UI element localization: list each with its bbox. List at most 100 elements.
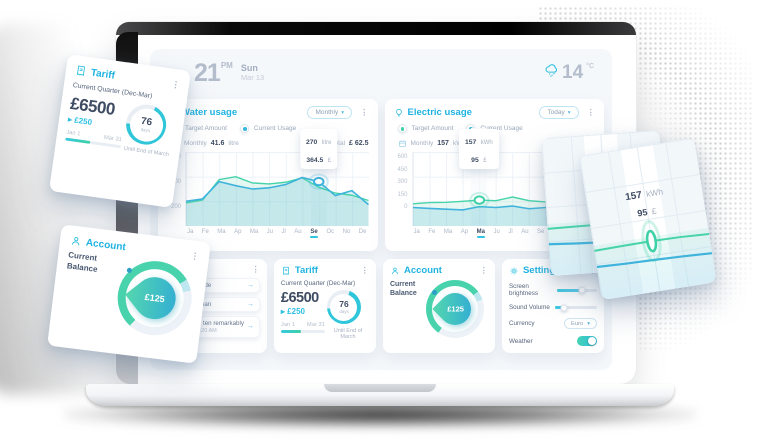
month-label[interactable]: Fe — [428, 229, 436, 235]
y-axis-tick: 0 — [404, 204, 408, 210]
month-label[interactable]: Jl — [281, 229, 286, 235]
arrow-right-icon: → — [246, 281, 254, 289]
tariff-progress-bar — [280, 330, 325, 333]
tariff-start-date: Jan 1 — [280, 322, 296, 328]
tariff-body: £6500 ▸ £250 Jan 1 Mar 31 76 days — [280, 290, 369, 340]
settings-label: Currency — [508, 320, 535, 327]
weather-toggle[interactable] — [577, 336, 598, 346]
tariff-end-date: Mar 31 — [103, 134, 123, 144]
settings-row: Sound Volume — [509, 304, 598, 311]
electric-range-select[interactable]: Today ▾ — [539, 106, 579, 119]
month-label[interactable]: Ja — [187, 229, 194, 235]
screen-brightness-slider[interactable] — [557, 286, 598, 294]
target-amount-radio[interactable] — [397, 124, 407, 133]
more-menu-icon[interactable]: ⋮ — [360, 107, 369, 118]
month-label[interactable]: Ju — [266, 229, 273, 235]
lightbulb-icon — [394, 108, 404, 118]
date-block: Sun Mar 13 — [241, 61, 264, 82]
month-label[interactable]: Fe — [201, 229, 209, 235]
month-label[interactable]: Jl — [508, 229, 513, 235]
tariff-subtitle: Current Quarter (Dec-Mar) — [280, 280, 356, 287]
weather-widget: 14 °C — [544, 61, 594, 82]
month-label[interactable]: Au — [294, 229, 302, 235]
more-menu-icon[interactable]: ⋮ — [251, 264, 260, 274]
water-range-select[interactable]: Monthly ▾ — [307, 106, 352, 119]
water-legend: Target Amount Current Usage — [171, 124, 369, 133]
tariff-footnote: Until End of March — [333, 328, 363, 340]
water-tooltip: 270 litre 364.5 £ — [299, 129, 338, 169]
settings-row: Screen brightness — [508, 283, 598, 297]
rain-cloud-icon — [544, 63, 559, 78]
month-label[interactable]: Ap — [234, 229, 242, 235]
settings-label: Weather — [508, 337, 533, 345]
laptop-base — [86, 384, 674, 406]
fragment-line-chart — [579, 138, 716, 300]
clock: 21PM — [194, 61, 233, 86]
month-label[interactable]: Ju — [493, 229, 500, 235]
current-usage-radio[interactable] — [239, 124, 249, 133]
laptop-notch — [324, 384, 436, 392]
month-label[interactable]: No — [342, 229, 351, 235]
account-card-title: Account — [85, 236, 127, 253]
balance-gauge: £125 — [425, 280, 484, 338]
month-label[interactable]: Ma — [249, 229, 259, 235]
floating-chart-fragment-front: 157 kWh 95 £ — [579, 137, 717, 301]
electric-card-title: Electric usage — [407, 107, 472, 118]
target-amount-label: Target Amount — [411, 125, 454, 132]
tariff-start-date: Jan 1 — [65, 129, 81, 138]
tariff-dates: Jan 1 Mar 31 — [281, 322, 325, 328]
account-card-title: Account — [403, 265, 442, 276]
current-usage-label: Current Usage — [480, 125, 523, 132]
water-card-header: Water usage Monthly ▾ ⋮ — [167, 106, 369, 119]
gauge-handle[interactable] — [431, 290, 437, 295]
water-card-title: Water usage — [181, 107, 238, 118]
person-icon — [390, 266, 400, 276]
tariff-delta: ▸ £250 — [280, 307, 305, 316]
month-label[interactable]: Oc — [326, 229, 335, 235]
month-label[interactable]: Ma — [443, 229, 453, 235]
more-menu-icon[interactable]: ⋮ — [586, 107, 596, 118]
balance-value: £125 — [144, 291, 166, 305]
more-menu-icon[interactable]: ⋮ — [360, 265, 369, 276]
water-line-chart — [186, 152, 369, 226]
more-menu-icon[interactable]: ⋮ — [170, 78, 181, 90]
current-usage-label: Current Usage — [253, 125, 297, 132]
fragment-plot — [579, 138, 716, 300]
month-label[interactable]: Se — [310, 229, 319, 238]
currency-select[interactable]: Euro ▾ — [564, 318, 598, 329]
water-x-axis: Ja Fe Ma Ap Ma Ju Jl Au Se Oc No De — [185, 226, 369, 238]
month-label[interactable]: Ma — [477, 229, 485, 238]
chevron-down-icon: ▾ — [567, 109, 571, 116]
monthly-unit: litre — [228, 139, 239, 147]
more-menu-icon[interactable]: ⋮ — [190, 250, 200, 261]
balance-label: Current Balance — [389, 281, 417, 298]
month-label[interactable]: Ja — [413, 229, 420, 235]
month-label[interactable]: De — [358, 229, 367, 235]
y-axis-tick: 300 — [170, 179, 181, 185]
sound-volume-slider[interactable] — [555, 304, 598, 311]
messages-card-header: ⋮ — [165, 265, 260, 274]
electric-card-header: Electric usage Today ▾ ⋮ — [394, 106, 596, 119]
water-chart[interactable]: 400300200 — [167, 128, 369, 238]
monthly-label: Monthly — [410, 139, 434, 147]
receipt-icon — [281, 266, 291, 276]
settings-label: Screen brightness — [508, 283, 539, 297]
laptop-display: 21PM Sun Mar 13 14 °C — [138, 35, 624, 376]
month-label[interactable]: Ap — [460, 229, 469, 235]
tariff-end-date: Mar 31 — [306, 322, 325, 328]
water-stat-row: Monthly 41.6 litre Total £ 62.5 — [171, 138, 369, 148]
month-label[interactable]: Au — [521, 229, 529, 235]
gauge-handle[interactable] — [126, 267, 133, 274]
tariff-days-gauge: 76 days — [123, 101, 169, 148]
tariff-card-title: Tariff — [90, 66, 116, 82]
charts-row: Water usage Monthly ▾ ⋮ Target Amount Cu — [158, 99, 604, 251]
month-label[interactable]: Se — [537, 229, 545, 235]
person-icon — [69, 234, 82, 247]
more-menu-icon[interactable]: ⋮ — [479, 265, 488, 276]
month-label[interactable]: Ma — [217, 229, 226, 235]
electric-tooltip: 157 kWh 95 £ — [458, 129, 499, 169]
arrow-right-icon: → — [246, 300, 254, 308]
tariff-days-gauge: 76 days — [326, 290, 361, 324]
time-value: 21 — [194, 59, 221, 87]
balance-label: Current Balance — [66, 250, 99, 274]
